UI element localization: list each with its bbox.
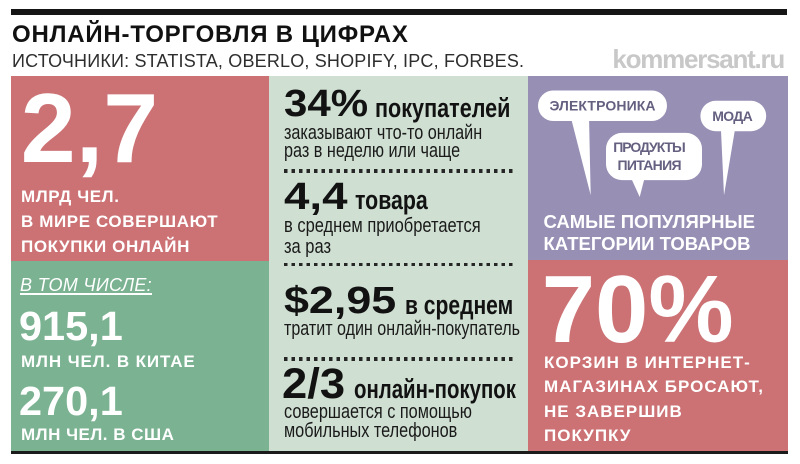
svg-text:МОДА: МОДА	[712, 108, 753, 124]
svg-text:ПИТАНИЯ: ПИТАНИЯ	[618, 156, 682, 172]
svg-text:ЭЛЕКТРОНИКА: ЭЛЕКТРОНИКА	[550, 97, 656, 113]
svg-text:ПРОДУКТЫ: ПРОДУКТЫ	[613, 139, 686, 155]
